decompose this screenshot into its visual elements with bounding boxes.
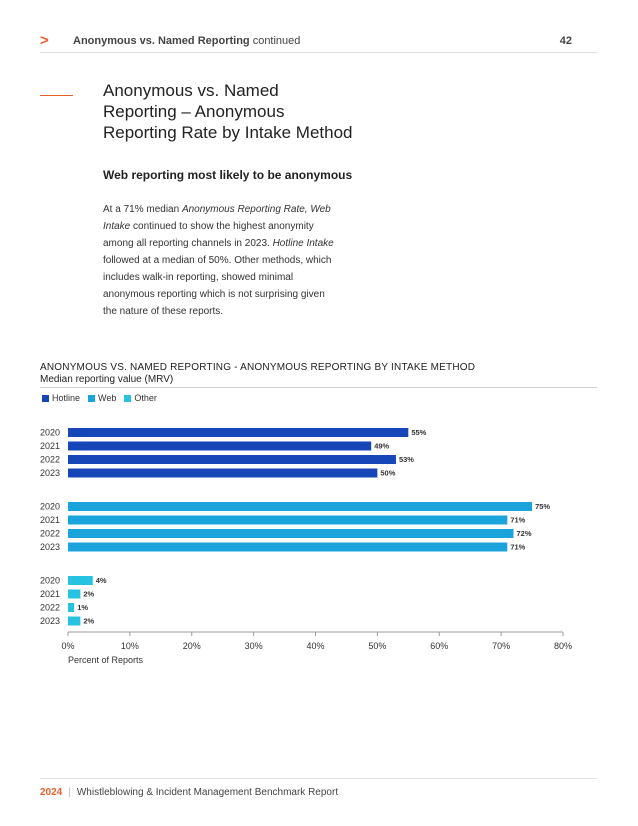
bar-other-2020	[68, 576, 93, 585]
bar-web-2020	[68, 502, 533, 511]
category-label: 2022	[40, 455, 60, 465]
bar-hotline-2022	[68, 455, 396, 464]
category-label: 2020	[40, 428, 60, 438]
bar-web-2023	[68, 542, 508, 552]
body-text: continued to show the highest anonymity …	[103, 221, 314, 249]
bar-hotline-2023	[68, 468, 378, 478]
bar-web-2022	[68, 529, 514, 538]
data-label: 72%	[517, 529, 532, 538]
legend-item-other: Other	[124, 393, 157, 403]
body-emphasis: Hotline Intake	[272, 238, 334, 249]
x-axis-label: Percent of Reports	[68, 655, 144, 665]
category-label: 2021	[40, 589, 60, 599]
bar-web-2021	[68, 515, 508, 525]
category-label: 2023	[40, 468, 60, 478]
bar-other-2021	[68, 589, 81, 599]
section-suffix: continued	[249, 35, 301, 47]
x-tick-label: 10%	[121, 641, 139, 651]
data-label: 4%	[96, 576, 107, 585]
data-label: 53%	[399, 455, 414, 464]
body-text: followed at a median of 50%. Other metho…	[103, 255, 332, 317]
chart-title: ANONYMOUS VS. NAMED REPORTING - ANONYMOU…	[40, 362, 476, 373]
body-paragraph: At a 71% median Anonymous Reporting Rate…	[103, 201, 335, 320]
footer-year: 2024	[40, 787, 63, 798]
footer-divider	[40, 778, 597, 779]
x-tick-label: 0%	[61, 641, 74, 651]
legend-item-web: Web	[88, 393, 116, 403]
body-text: At a 71% median	[103, 204, 182, 215]
x-tick-label: 40%	[306, 641, 324, 651]
category-label: 2021	[40, 441, 60, 451]
page-title: Anonymous vs. Named Reporting – Anonymou…	[103, 80, 383, 143]
section-name: Anonymous vs. Named Reporting	[73, 35, 250, 47]
footer-separator: |	[68, 787, 71, 798]
data-label: 2%	[83, 617, 94, 626]
page-title-line: Reporting Rate by Intake Method	[103, 123, 353, 142]
accent-line	[40, 95, 73, 96]
legend-swatch	[124, 394, 132, 402]
data-label: 71%	[510, 543, 525, 552]
bar-hotline-2021	[68, 441, 372, 451]
data-label: 55%	[411, 428, 426, 437]
x-tick-label: 60%	[430, 641, 448, 651]
x-tick-label: 70%	[492, 641, 510, 651]
category-label: 2022	[40, 603, 60, 613]
footer: 2024 | Whistleblowing & Incident Managemen…	[40, 787, 338, 798]
data-label: 71%	[510, 516, 525, 525]
footer-title: Whistleblowing & Incident Management Ben…	[76, 787, 339, 798]
chevron-right-icon: >	[40, 32, 49, 49]
category-label: 2020	[40, 576, 60, 586]
subheading: Web reporting most likely to be anonymou…	[103, 168, 353, 182]
page-number: 42	[559, 35, 572, 47]
x-tick-label: 80%	[554, 641, 572, 651]
legend-swatch	[42, 394, 49, 402]
legend-item-hotline: Hotline	[42, 393, 80, 403]
x-tick-label: 50%	[368, 641, 386, 651]
data-label: 75%	[535, 502, 550, 511]
data-label: 2%	[83, 590, 94, 599]
category-label: 2023	[40, 542, 60, 552]
section-breadcrumb: Anonymous vs. Named Reporting continued	[73, 35, 300, 47]
x-tick-label: 20%	[183, 641, 201, 651]
legend-label: Other	[134, 393, 157, 403]
legend-label: Hotline	[52, 393, 81, 403]
category-label: 2021	[40, 515, 60, 525]
data-label: 1%	[77, 603, 88, 612]
bar-other-2023	[68, 616, 81, 626]
page-title-line: Anonymous vs. Named	[103, 81, 279, 100]
category-label: 2020	[40, 502, 60, 512]
x-tick-label: 30%	[245, 641, 263, 651]
legend-label: Web	[98, 393, 117, 403]
chart-subtitle: Median reporting value (MRV)	[40, 374, 174, 385]
bar-other-2022	[68, 603, 75, 612]
page-title-line: Reporting – Anonymous	[103, 102, 285, 121]
chart-divider	[40, 387, 597, 388]
data-label: 49%	[374, 442, 389, 451]
category-label: 2023	[40, 616, 60, 626]
chart-legend: Hotline Web Other	[42, 393, 165, 403]
bar-chart: 2020 55% 2021 49% 2022 53% 2023 50% 2020 75% 2021 7…	[40, 428, 572, 666]
body-emphasis: Anonymous Reporting Rate, Web Intake	[103, 204, 331, 232]
bar-hotline-2020	[68, 428, 409, 437]
header-divider	[40, 52, 597, 53]
legend-swatch	[88, 394, 96, 402]
category-label: 2022	[40, 529, 60, 539]
data-label: 50%	[380, 469, 395, 478]
